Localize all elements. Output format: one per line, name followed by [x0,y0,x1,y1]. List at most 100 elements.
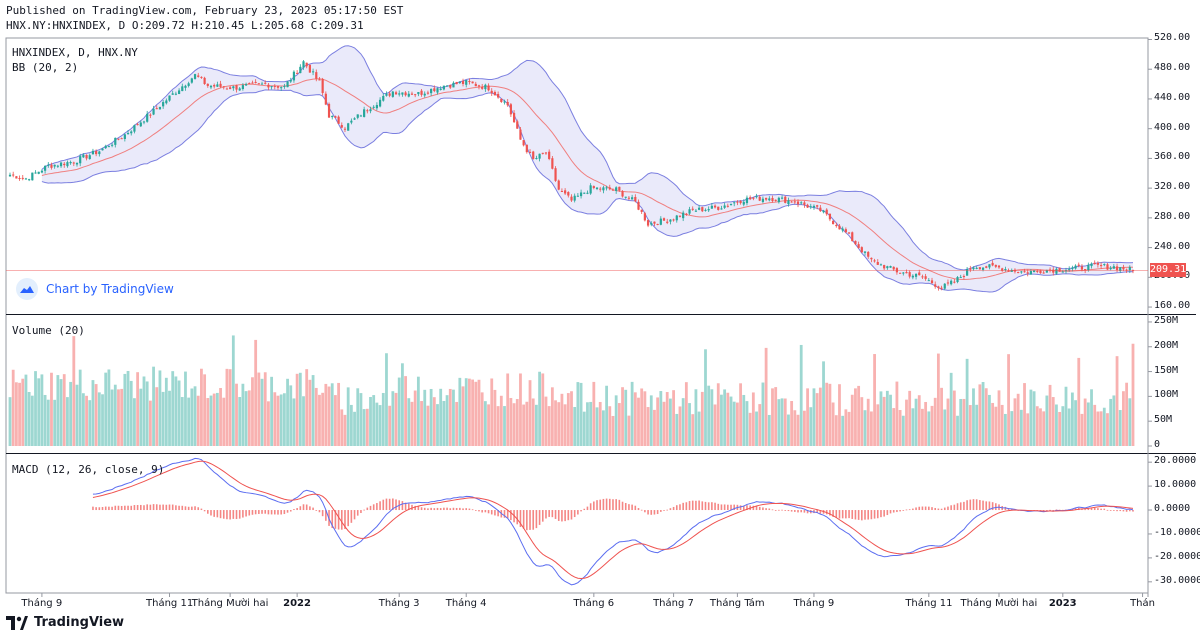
volume-bar [445,395,449,446]
candle-body [950,280,953,285]
macd-histogram-bar [1106,509,1109,511]
volume-bar [410,401,414,446]
macd-histogram-bar [350,510,353,523]
macd-histogram-bar [1116,510,1118,512]
candle-body [803,202,806,205]
candle-body [669,219,672,222]
volume-bar [1010,411,1014,446]
candle-body [28,179,31,181]
volume-bar [196,395,200,446]
volume-bar [228,369,232,446]
macd-histogram-bar [880,510,882,518]
volume-bar [675,413,679,446]
volume-bar [605,385,608,446]
footer-brand[interactable]: TradingView [6,615,124,630]
macd-histogram-bar [379,501,381,511]
volume-bar [828,383,832,446]
candle-body [710,205,713,209]
volume-bar [18,382,21,446]
candle-body [439,88,442,90]
macd-pane-label[interactable]: MACD (12, 26, close, 9) [12,463,165,476]
volume-bar [649,395,653,446]
volume-bar [251,377,254,446]
candle-body [82,154,85,158]
volume-bar [630,381,634,446]
macd-histogram-bar [494,510,496,516]
volume-bar [75,384,79,446]
volume-bar [30,395,34,446]
volume-bar [267,401,270,446]
macd-histogram-bar [334,510,337,529]
candle-body [181,86,184,92]
volume-bar [506,373,510,446]
macd-indicator [92,457,1134,586]
macd-histogram-bar [478,510,480,512]
macd-histogram-bar [273,510,276,515]
time-axis-tick: Tháng Mười hai [960,598,1038,609]
macd-histogram-bar [928,506,930,511]
macd-histogram-bar [267,510,270,515]
volume-bar [432,397,436,446]
bb-lower [41,89,1134,293]
volume-bar [1112,395,1116,446]
volume-bar [525,401,529,446]
candle-body [1032,270,1036,273]
volume-bar [1099,411,1103,446]
volume-bar [8,397,12,446]
macd-histogram-bar [289,510,292,512]
time-axis-tick: Tháng 11 [146,598,194,609]
candle-body [369,109,372,112]
macd-histogram-bar [503,510,506,518]
macd-histogram-bar [851,510,854,519]
volume-bar [340,409,344,446]
volume-bar [212,393,216,446]
volume-bar [595,407,599,446]
macd-histogram-bar [130,505,133,511]
macd-histogram-bar [436,507,439,511]
macd-histogram-bar [838,510,841,519]
macd-histogram-bar [988,501,991,511]
macd-histogram-bar [363,509,365,511]
volume-bar [21,378,25,446]
macd-histogram-bar [561,510,563,522]
macd-histogram-bar [628,504,630,511]
macd-histogram-bar [321,510,324,517]
volume-bar [783,398,787,446]
macd-histogram-bar [669,508,672,511]
macd-histogram-bar [1087,508,1090,511]
volume-bar [372,395,376,446]
volume-bar [854,388,857,446]
volume-bar [815,393,819,446]
volume-bar [295,373,299,446]
macd-histogram-bar [277,510,279,515]
volume-pane-label[interactable]: Volume (20) [12,324,85,337]
macd-histogram-bar [366,507,369,511]
macd-histogram-bar [908,509,911,511]
candle-body [72,162,75,164]
candle-body [388,93,391,96]
volume-bar [748,412,752,446]
volume-bar [1080,413,1084,446]
candle-body [752,197,755,199]
price-axis-tick: 280.00 [1154,210,1191,222]
volume-bar [592,381,596,446]
candle-body [867,252,870,257]
candle-body [726,205,729,207]
macd-histogram-bar [857,510,860,520]
candle-body [857,244,860,248]
candle-body [184,85,187,88]
bb-indicator-label[interactable]: BB (20, 2) [12,61,79,74]
candle-body [978,267,981,270]
volume-bar [806,388,809,446]
volume-bar [1109,398,1113,446]
volume-bar [1074,400,1077,446]
macd-histogram-bar [950,505,952,511]
macd-histogram-bar [423,507,426,511]
volume-bar [496,406,500,446]
volume-bar [397,377,401,446]
macd-histogram-bar [376,503,378,511]
volume-bar [1013,398,1017,446]
tradingview-watermark[interactable]: Chart by TradingView [16,276,174,302]
candle-body [972,267,975,270]
